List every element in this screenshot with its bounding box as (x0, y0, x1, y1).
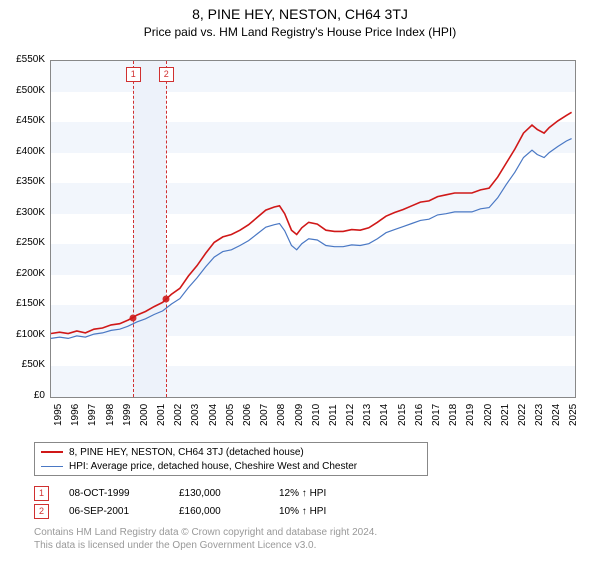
y-tick-label: £250K (1, 237, 45, 248)
x-tick-label: 2015 (397, 404, 408, 426)
footer-line-2: This data is licensed under the Open Gov… (34, 539, 377, 552)
y-tick-label: £500K (1, 85, 45, 96)
x-tick-label: 2011 (328, 404, 339, 426)
y-tick-label: £350K (1, 176, 45, 187)
y-tick-label: £100K (1, 329, 45, 340)
event-badge: 2 (34, 504, 49, 519)
x-tick-label: 2023 (534, 404, 545, 426)
chart-title: 8, PINE HEY, NESTON, CH64 3TJ (0, 6, 600, 22)
event-table: 1 08-OCT-1999£130,00012% ↑ HPI 2 06-SEP-200… (34, 484, 369, 520)
legend-label: 8, PINE HEY, NESTON, CH64 3TJ (detached … (69, 447, 304, 458)
event-date: 06-SEP-2001 (69, 506, 179, 517)
chart-lines (51, 61, 575, 397)
footer-line-1: Contains HM Land Registry data © Crown c… (34, 526, 377, 539)
x-tick-label: 2001 (156, 404, 167, 426)
legend-row: HPI: Average price, detached house, Ches… (41, 459, 421, 473)
x-tick-label: 2025 (568, 404, 579, 426)
x-tick-label: 2007 (259, 404, 270, 426)
x-tick-label: 2002 (173, 404, 184, 426)
event-badge: 1 (34, 486, 49, 501)
x-tick-label: 1995 (53, 404, 64, 426)
x-tick-label: 2010 (311, 404, 322, 426)
x-tick-label: 2024 (551, 404, 562, 426)
x-tick-label: 1998 (105, 404, 116, 426)
x-tick-label: 2017 (431, 404, 442, 426)
x-tick-label: 1999 (122, 404, 133, 426)
series-property (51, 112, 572, 333)
x-tick-label: 2000 (139, 404, 150, 426)
y-tick-label: £400K (1, 146, 45, 157)
x-tick-label: 2022 (517, 404, 528, 426)
x-tick-label: 2014 (379, 404, 390, 426)
x-tick-label: 2005 (225, 404, 236, 426)
series-hpi (51, 139, 572, 339)
legend-row: 8, PINE HEY, NESTON, CH64 3TJ (detached … (41, 445, 421, 459)
footer-attribution: Contains HM Land Registry data © Crown c… (34, 526, 377, 552)
event-price: £160,000 (179, 506, 279, 517)
x-tick-label: 2006 (242, 404, 253, 426)
x-tick-label: 2021 (500, 404, 511, 426)
event-comparison: 10% ↑ HPI (279, 506, 369, 517)
event-date: 08-OCT-1999 (69, 488, 179, 499)
event-comparison: 12% ↑ HPI (279, 488, 369, 499)
y-tick-label: £550K (1, 54, 45, 65)
x-tick-label: 2009 (294, 404, 305, 426)
y-tick-label: £300K (1, 207, 45, 218)
x-tick-label: 2020 (483, 404, 494, 426)
event-row: 2 06-SEP-2001£160,00010% ↑ HPI (34, 502, 369, 520)
event-price: £130,000 (179, 488, 279, 499)
x-tick-label: 2012 (345, 404, 356, 426)
y-tick-label: £150K (1, 298, 45, 309)
y-tick-label: £0 (1, 390, 45, 401)
x-tick-label: 1997 (87, 404, 98, 426)
x-tick-label: 2019 (465, 404, 476, 426)
x-tick-label: 1996 (70, 404, 81, 426)
legend-swatch (41, 451, 63, 453)
y-tick-label: £50K (1, 359, 45, 370)
x-tick-label: 2003 (190, 404, 201, 426)
x-tick-label: 2004 (208, 404, 219, 426)
event-row: 1 08-OCT-1999£130,00012% ↑ HPI (34, 484, 369, 502)
legend-swatch (41, 466, 63, 467)
legend: 8, PINE HEY, NESTON, CH64 3TJ (detached … (34, 442, 428, 476)
x-tick-label: 2018 (448, 404, 459, 426)
y-tick-label: £450K (1, 115, 45, 126)
x-tick-label: 2008 (276, 404, 287, 426)
chart-subtitle: Price paid vs. HM Land Registry's House … (0, 25, 600, 39)
y-tick-label: £200K (1, 268, 45, 279)
x-tick-label: 2013 (362, 404, 373, 426)
chart-plot-area: 12 (50, 60, 576, 398)
legend-label: HPI: Average price, detached house, Ches… (69, 461, 357, 472)
x-tick-label: 2016 (414, 404, 425, 426)
